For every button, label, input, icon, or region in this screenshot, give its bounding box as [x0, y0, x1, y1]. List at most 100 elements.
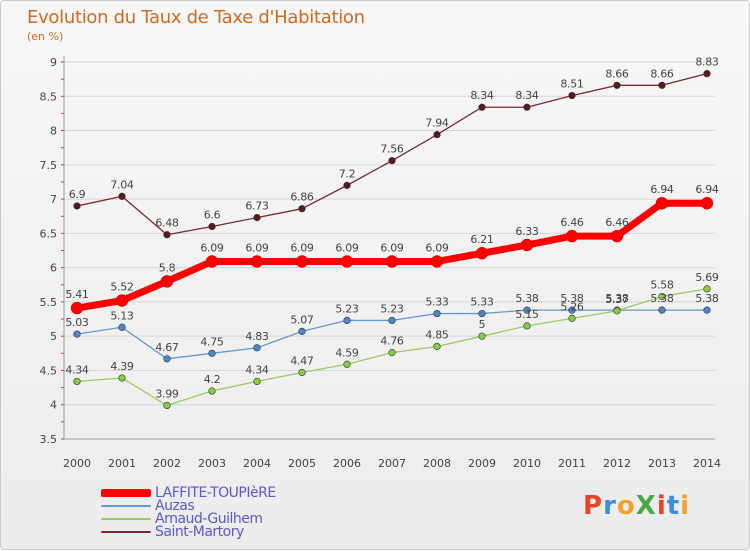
- logo-letter: i: [680, 491, 691, 521]
- y-tick-label: 8: [50, 125, 57, 138]
- x-tick-label: 2011: [558, 457, 586, 470]
- data-point: [433, 131, 441, 139]
- legend-label: Saint-Martory: [155, 524, 244, 540]
- data-point: [253, 344, 261, 352]
- data-label: 4.59: [335, 346, 359, 359]
- data-point: [298, 327, 306, 335]
- x-tick-label: 2002: [153, 457, 181, 470]
- data-point: [658, 292, 666, 301]
- data-point: [613, 307, 621, 315]
- data-label: 5.23: [380, 302, 404, 315]
- data-point: [118, 374, 126, 382]
- data-point: [298, 368, 306, 377]
- data-label: 7.94: [425, 117, 449, 130]
- data-point: [343, 316, 351, 325]
- data-label: 4.47: [290, 355, 314, 368]
- data-point: [73, 377, 81, 386]
- data-label: 5.38: [605, 292, 629, 305]
- x-tick-label: 2005: [288, 457, 316, 470]
- y-tick-label: 7: [50, 193, 57, 206]
- data-point: [568, 306, 576, 314]
- data-label: 4.75: [200, 335, 224, 348]
- logo-letter: r: [603, 491, 617, 521]
- data-point: [160, 275, 174, 288]
- y-tick-label: 9: [50, 56, 57, 69]
- data-label: 6.86: [290, 191, 314, 204]
- data-label: 5.07: [290, 313, 314, 326]
- legend-label: Auzas: [155, 498, 195, 514]
- data-point: [475, 246, 489, 260]
- data-point: [163, 231, 171, 239]
- logo-letter: P: [583, 491, 604, 521]
- data-label: 6.21: [470, 233, 493, 246]
- data-label: 6.73: [245, 200, 269, 213]
- data-label: 6.46: [560, 216, 584, 229]
- data-point: [703, 285, 711, 293]
- data-point: [523, 306, 531, 314]
- y-tick-label: 8.5: [40, 90, 58, 103]
- data-point: [523, 103, 531, 111]
- x-tick-label: 2008: [423, 457, 451, 470]
- data-label: 5.13: [110, 309, 134, 322]
- data-label: 5.15: [515, 308, 539, 321]
- data-point: [610, 229, 624, 243]
- y-tick-label: 5.5: [40, 296, 58, 309]
- data-label: 5.38: [560, 292, 584, 305]
- data-label: 5.38: [650, 292, 674, 305]
- data-point: [118, 192, 126, 200]
- data-point: [568, 91, 576, 100]
- data-point: [253, 377, 261, 386]
- data-label: 5.69: [695, 271, 719, 284]
- data-point: [118, 323, 126, 331]
- data-point: [433, 309, 441, 318]
- data-label: 5.33: [425, 296, 449, 309]
- data-label: 6.33: [515, 225, 539, 238]
- data-label: 4.85: [425, 328, 449, 341]
- chart-title: Evolution du Taux de Taxe d'Habitation: [27, 7, 365, 28]
- data-label: 8.34: [470, 89, 494, 102]
- legend-label: LAFFITE-TOUPIèRE: [155, 485, 276, 501]
- y-tick-label: 3.5: [40, 433, 58, 446]
- data-point: [700, 196, 714, 210]
- x-tick-label: 2001: [108, 457, 136, 470]
- data-label: 5.03: [65, 316, 89, 329]
- legend-swatch: [101, 518, 151, 520]
- data-point: [703, 70, 711, 78]
- y-tick-label: 6: [50, 262, 57, 275]
- data-label: 6.09: [245, 241, 269, 254]
- data-label: 8.66: [650, 67, 674, 80]
- legend-swatch: [101, 531, 151, 533]
- data-point: [250, 255, 264, 268]
- data-label: 8.66: [605, 67, 629, 80]
- logo-letter: t: [666, 491, 681, 521]
- data-point: [658, 81, 666, 89]
- data-point: [523, 322, 531, 330]
- data-label: 4.34: [245, 363, 269, 376]
- data-point: [205, 255, 219, 268]
- data-point: [658, 306, 666, 314]
- data-label: 5.33: [470, 296, 494, 309]
- x-tick-label: 2009: [468, 457, 496, 470]
- data-point: [253, 213, 261, 222]
- data-label: 5.26: [560, 300, 584, 313]
- data-point: [478, 332, 486, 340]
- data-label: 6.09: [290, 241, 314, 254]
- data-point: [343, 181, 351, 189]
- data-point: [295, 255, 309, 268]
- y-tick-label: 4.5: [40, 364, 58, 377]
- data-label: 4.34: [65, 363, 89, 376]
- x-tick-label: 2007: [378, 457, 406, 470]
- data-point: [568, 314, 576, 322]
- y-tick-label: 7.5: [40, 159, 58, 172]
- x-tick-label: 2003: [198, 457, 226, 470]
- data-point: [478, 309, 486, 318]
- data-point: [73, 202, 81, 210]
- data-point: [208, 222, 216, 231]
- x-tick-label: 2012: [603, 457, 631, 470]
- data-point: [388, 157, 396, 165]
- x-tick-label: 2013: [648, 457, 676, 470]
- data-label: 6.48: [155, 217, 179, 230]
- data-label: 5.23: [335, 302, 359, 315]
- data-point: [430, 255, 444, 268]
